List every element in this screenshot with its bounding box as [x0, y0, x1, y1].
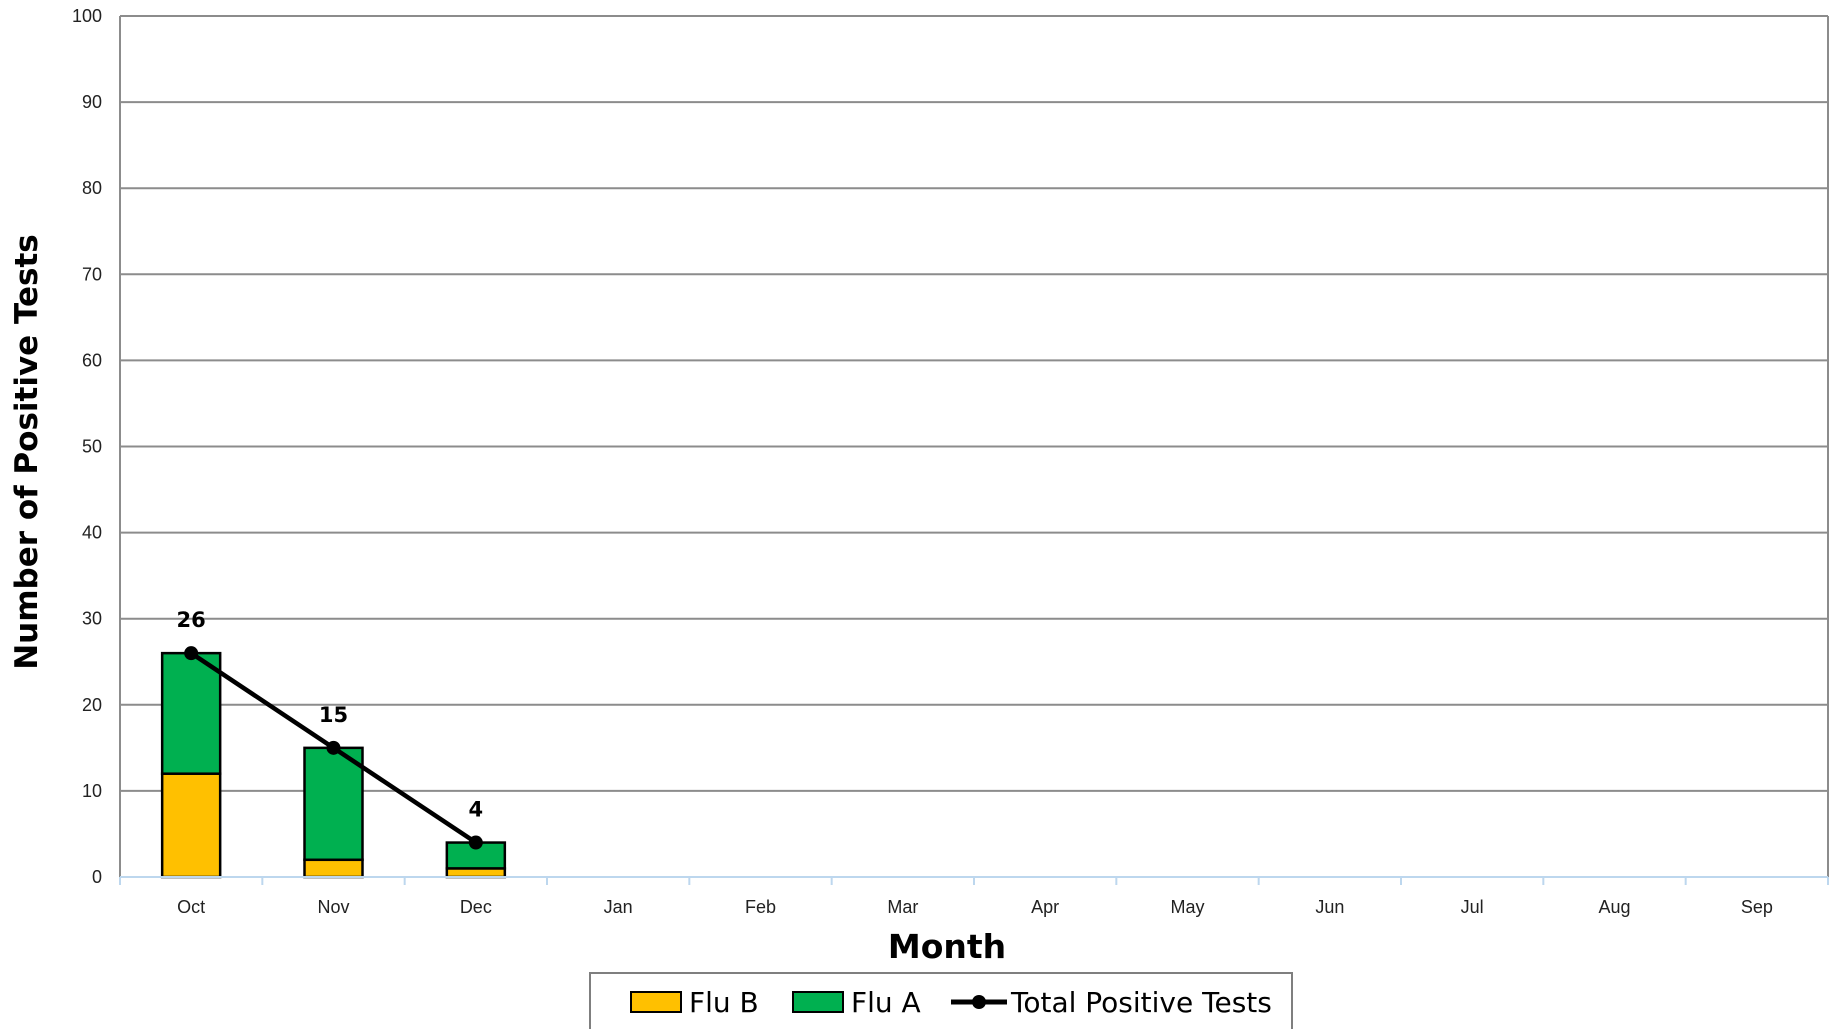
y-tick-label: 80 — [82, 178, 102, 198]
bars — [160, 651, 507, 879]
legend-label-total: Total Positive Tests — [1010, 986, 1272, 1019]
x-tick-label: Feb — [745, 897, 776, 917]
legend-swatch-flu-b — [630, 991, 682, 1013]
x-tick-label: Aug — [1598, 897, 1630, 917]
bar-flu-b-oct — [160, 772, 222, 879]
y-tick-label: 100 — [72, 6, 102, 26]
x-axis-ticks: Oct Nov Dec Jan Feb Mar Apr May Jun Jul Aug Sep — [177, 897, 1773, 917]
bar-flu-a-dec — [445, 841, 507, 870]
bar-flu-b-nov — [303, 858, 364, 879]
y-tick-label: 10 — [82, 781, 102, 801]
y-tick-label: 70 — [82, 264, 102, 284]
data-label-oct: 26 — [177, 608, 206, 632]
bar-flu-a-nov — [303, 746, 364, 862]
x-axis — [119, 876, 1829, 885]
x-axis-title: Month — [888, 927, 1006, 966]
legend-swatch-flu-a — [792, 991, 844, 1013]
x-tick-label: Sep — [1741, 897, 1773, 917]
gridlines — [119, 15, 1829, 877]
legend-swatch-total-marker — [972, 995, 986, 1009]
y-tick-label: 50 — [82, 437, 102, 457]
x-tick-label: Jun — [1315, 897, 1344, 917]
y-tick-label: 20 — [82, 695, 102, 715]
x-tick-label: Apr — [1031, 897, 1059, 917]
y-tick-label: 40 — [82, 523, 102, 543]
total-point-oct — [184, 646, 199, 661]
x-tick-label: Dec — [460, 897, 492, 917]
y-tick-label: 90 — [82, 92, 102, 112]
bar-flu-a-oct — [160, 651, 222, 775]
legend-label-flu-a: Flu A — [851, 986, 921, 1019]
x-tick-label: Jan — [604, 897, 633, 917]
x-tick-label: May — [1170, 897, 1204, 917]
x-tick-label: Mar — [887, 897, 918, 917]
legend-frame — [589, 972, 1293, 1029]
legend-label-flu-b: Flu B — [689, 986, 759, 1019]
y-axis-ticks: 0 10 20 30 40 50 60 70 80 90 100 — [72, 6, 102, 887]
bar-flu-b-dec — [445, 867, 507, 879]
total-line — [184, 646, 483, 850]
legend: Flu B Flu A Total Positive Tests — [589, 972, 1293, 1029]
y-tick-label: 60 — [82, 350, 102, 370]
data-label-dec: 4 — [469, 798, 484, 822]
data-labels: 26 15 4 — [177, 608, 484, 821]
x-tick-label: Oct — [177, 897, 205, 917]
y-tick-label: 0 — [92, 867, 102, 887]
data-label-nov: 15 — [319, 703, 348, 727]
y-axis-title: Number of Positive Tests — [9, 234, 45, 670]
total-point-nov — [326, 740, 341, 755]
x-tick-label: Jul — [1461, 897, 1484, 917]
total-point-dec — [468, 835, 483, 850]
y-tick-label: 30 — [82, 609, 102, 629]
x-tick-label: Nov — [317, 897, 349, 917]
